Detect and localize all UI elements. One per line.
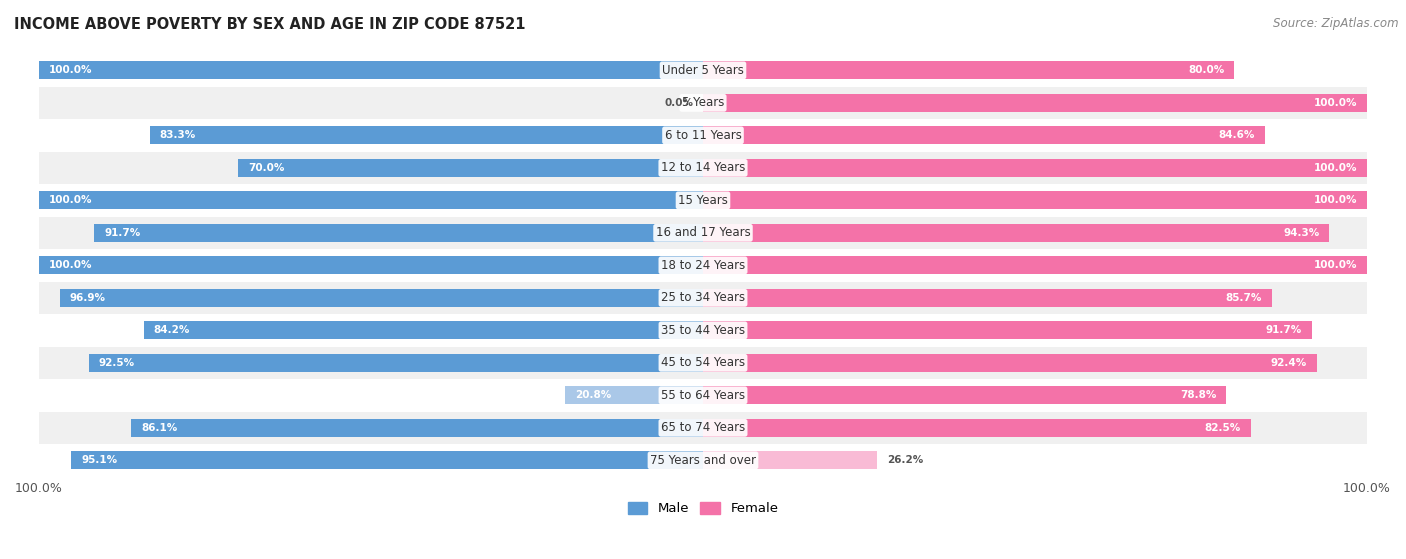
Bar (703, 452, 877, 469)
Bar (703, 321, 1312, 339)
Bar (703, 159, 1367, 177)
Text: 15 Years: 15 Years (678, 194, 728, 207)
Text: 45 to 54 Years: 45 to 54 Years (661, 356, 745, 369)
Text: Source: ZipAtlas.com: Source: ZipAtlas.com (1274, 17, 1399, 30)
Text: 5 Years: 5 Years (682, 96, 724, 110)
Text: 86.1%: 86.1% (141, 423, 177, 433)
Bar (39, 184, 1367, 217)
Bar (703, 224, 1329, 242)
Bar (39, 217, 1367, 249)
Bar (131, 419, 703, 437)
Bar (94, 224, 703, 242)
Text: 55 to 64 Years: 55 to 64 Years (661, 389, 745, 402)
Legend: Male, Female: Male, Female (623, 497, 783, 520)
Text: 96.9%: 96.9% (69, 293, 105, 303)
Text: 35 to 44 Years: 35 to 44 Years (661, 324, 745, 337)
Bar (703, 289, 1272, 307)
Bar (89, 354, 703, 372)
Text: 100.0%: 100.0% (49, 195, 93, 205)
Text: 83.3%: 83.3% (160, 130, 195, 140)
Bar (59, 289, 703, 307)
Text: 94.3%: 94.3% (1284, 228, 1319, 238)
Text: 84.6%: 84.6% (1219, 130, 1254, 140)
Text: 92.5%: 92.5% (98, 358, 135, 368)
Text: 6 to 11 Years: 6 to 11 Years (665, 129, 741, 142)
Bar (39, 257, 703, 274)
Bar (39, 54, 1367, 87)
Text: 100.0%: 100.0% (1313, 260, 1357, 271)
Text: 12 to 14 Years: 12 to 14 Years (661, 162, 745, 174)
Bar (703, 419, 1251, 437)
Bar (39, 444, 1367, 477)
Bar (703, 126, 1265, 144)
Text: 82.5%: 82.5% (1205, 423, 1241, 433)
Text: 100.0%: 100.0% (49, 65, 93, 75)
Text: 78.8%: 78.8% (1180, 390, 1216, 400)
Text: 75 Years and over: 75 Years and over (650, 454, 756, 467)
Text: 25 to 34 Years: 25 to 34 Years (661, 291, 745, 304)
Bar (39, 347, 1367, 379)
Bar (143, 321, 703, 339)
Bar (39, 119, 1367, 151)
Text: 84.2%: 84.2% (153, 325, 190, 335)
Bar (238, 159, 703, 177)
Text: 92.4%: 92.4% (1271, 358, 1306, 368)
Text: 91.7%: 91.7% (1265, 325, 1302, 335)
Bar (703, 191, 1367, 209)
Bar (703, 354, 1316, 372)
Text: 100.0%: 100.0% (49, 260, 93, 271)
Text: INCOME ABOVE POVERTY BY SEX AND AGE IN ZIP CODE 87521: INCOME ABOVE POVERTY BY SEX AND AGE IN Z… (14, 17, 526, 32)
Bar (703, 94, 1367, 112)
Bar (39, 191, 703, 209)
Bar (39, 87, 1367, 119)
Bar (39, 282, 1367, 314)
Text: 80.0%: 80.0% (1188, 65, 1225, 75)
Bar (72, 452, 703, 469)
Text: 20.8%: 20.8% (575, 390, 612, 400)
Bar (703, 61, 1234, 79)
Text: 0.0%: 0.0% (664, 98, 693, 108)
Text: 95.1%: 95.1% (82, 456, 118, 465)
Bar (703, 386, 1226, 404)
Bar (39, 314, 1367, 347)
Text: Under 5 Years: Under 5 Years (662, 64, 744, 77)
Text: 91.7%: 91.7% (104, 228, 141, 238)
Bar (150, 126, 703, 144)
Bar (703, 257, 1367, 274)
Bar (565, 386, 703, 404)
Text: 16 and 17 Years: 16 and 17 Years (655, 226, 751, 239)
Text: 100.0%: 100.0% (1313, 163, 1357, 173)
Text: 26.2%: 26.2% (887, 456, 924, 465)
Bar (39, 61, 703, 79)
Text: 18 to 24 Years: 18 to 24 Years (661, 259, 745, 272)
Bar (39, 411, 1367, 444)
Bar (39, 379, 1367, 411)
Bar (39, 151, 1367, 184)
Bar (39, 249, 1367, 282)
Text: 65 to 74 Years: 65 to 74 Years (661, 421, 745, 434)
Text: 100.0%: 100.0% (1313, 195, 1357, 205)
Text: 85.7%: 85.7% (1226, 293, 1263, 303)
Text: 100.0%: 100.0% (1313, 98, 1357, 108)
Text: 70.0%: 70.0% (247, 163, 284, 173)
